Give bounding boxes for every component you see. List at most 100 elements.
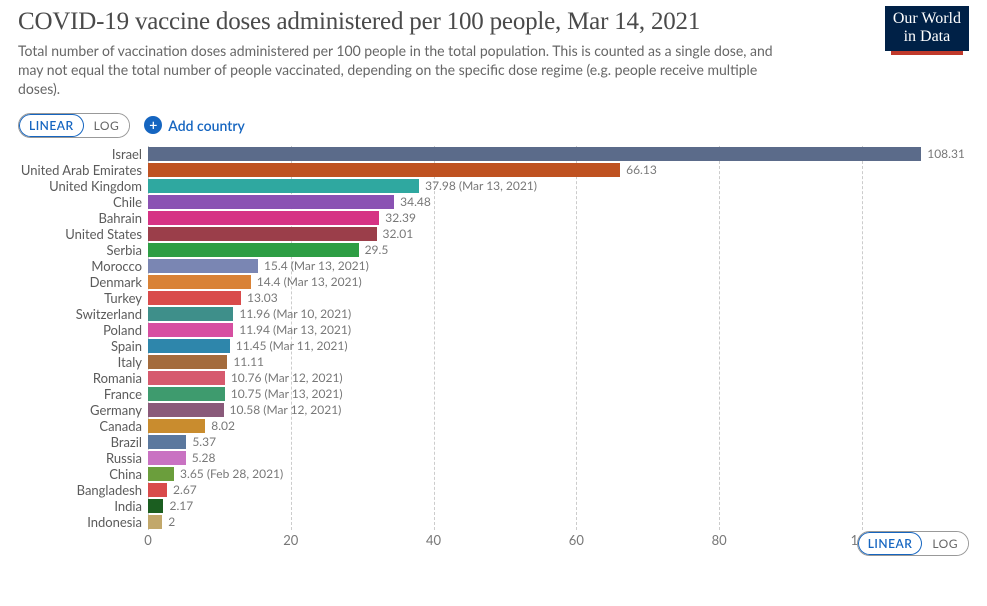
value-label: 3.65 (Feb 28, 2021) <box>174 466 283 482</box>
bar-track: 2.67 <box>148 482 969 498</box>
bar[interactable] <box>148 211 379 225</box>
bar[interactable] <box>148 323 233 337</box>
controls-row: LINEAR LOG + Add country <box>18 113 969 138</box>
bar-row: United States32.01 <box>18 226 969 242</box>
country-label: Chile <box>18 194 148 210</box>
logo-line2: in Data <box>893 28 961 46</box>
bar[interactable] <box>148 371 225 385</box>
x-axis: 020406080100 <box>18 530 969 554</box>
value-label: 10.76 (Mar 12, 2021) <box>225 370 343 386</box>
log-toggle-button-bottom[interactable]: LOG <box>922 532 968 555</box>
bar-track: 10.75 (Mar 13, 2021) <box>148 386 969 402</box>
bar-row: Poland11.94 (Mar 13, 2021) <box>18 322 969 338</box>
bar-track: 2.17 <box>148 498 969 514</box>
value-label: 108.31 <box>921 146 965 162</box>
bar[interactable] <box>148 355 227 369</box>
bar-track: 3.65 (Feb 28, 2021) <box>148 466 969 482</box>
country-label: Israel <box>18 146 148 162</box>
bar[interactable] <box>148 403 224 417</box>
bar[interactable] <box>148 179 419 193</box>
bar-row: Spain11.45 (Mar 11, 2021) <box>18 338 969 354</box>
bar-row: Israel 108.31 <box>18 146 969 162</box>
bar[interactable] <box>148 419 205 433</box>
bar-row: Germany10.58 (Mar 12, 2021) <box>18 402 969 418</box>
country-label: Spain <box>18 338 148 354</box>
value-label: 34.48 <box>394 194 431 210</box>
bar-track: 5.28 <box>148 450 969 466</box>
country-label: Bahrain <box>18 210 148 226</box>
bar[interactable] <box>148 195 394 209</box>
country-label: Brazil <box>18 434 148 450</box>
value-label: 5.28 <box>186 450 216 466</box>
value-label: 13.03 <box>241 290 278 306</box>
bar[interactable] <box>148 291 241 305</box>
bar-track: 29.5 <box>148 242 969 258</box>
value-label: 11.94 (Mar 13, 2021) <box>233 322 351 338</box>
value-label: 10.75 (Mar 13, 2021) <box>225 386 343 402</box>
bar[interactable] <box>148 307 233 321</box>
bar[interactable] <box>148 515 162 529</box>
bar-track: 11.45 (Mar 11, 2021) <box>148 338 969 354</box>
scale-toggle-top: LINEAR LOG <box>18 113 130 138</box>
bar-row: China 3.65 (Feb 28, 2021) <box>18 466 969 482</box>
bar[interactable] <box>148 451 186 465</box>
bar[interactable] <box>148 499 163 513</box>
country-label: Italy <box>18 354 148 370</box>
bar-row: Turkey 13.03 <box>18 290 969 306</box>
bar-track: 15.4 (Mar 13, 2021) <box>148 258 969 274</box>
owid-logo: Our World in Data <box>885 6 969 51</box>
bar-row: Indonesia2 <box>18 514 969 530</box>
bar[interactable] <box>148 163 620 177</box>
bar-row: Denmark14.4 (Mar 13, 2021) <box>18 274 969 290</box>
bar-track: 14.4 (Mar 13, 2021) <box>148 274 969 290</box>
bar-row: Romania10.76 (Mar 12, 2021) <box>18 370 969 386</box>
log-toggle-button[interactable]: LOG <box>84 114 130 137</box>
bar-row: Morocco15.4 (Mar 13, 2021) <box>18 258 969 274</box>
bar-row: Chile 34.48 <box>18 194 969 210</box>
bar[interactable] <box>148 243 359 257</box>
x-axis-ticks: 020406080100 <box>148 530 969 554</box>
bar-row: Bahrain32.39 <box>18 210 969 226</box>
value-label: 15.4 (Mar 13, 2021) <box>258 258 369 274</box>
x-tick: 0 <box>144 532 152 548</box>
value-label: 11.11 <box>227 354 264 370</box>
country-label: Indonesia <box>18 514 148 530</box>
bar[interactable] <box>148 227 377 241</box>
value-label: 37.98 (Mar 13, 2021) <box>419 178 537 194</box>
country-label: United Kingdom <box>18 178 148 194</box>
add-country-button[interactable]: + Add country <box>144 116 245 134</box>
bar-row: Russia5.28 <box>18 450 969 466</box>
value-label: 66.13 <box>620 162 657 178</box>
bar[interactable] <box>148 387 225 401</box>
bar[interactable] <box>148 147 921 161</box>
bar-track: 13.03 <box>148 290 969 306</box>
bar[interactable] <box>148 483 167 497</box>
linear-toggle-button-bottom[interactable]: LINEAR <box>858 532 923 555</box>
x-tick: 40 <box>426 532 441 548</box>
country-label: United Arab Emirates <box>18 162 148 178</box>
bar[interactable] <box>148 435 186 449</box>
country-label: France <box>18 386 148 402</box>
bar[interactable] <box>148 275 251 289</box>
bar-row: France 10.75 (Mar 13, 2021) <box>18 386 969 402</box>
logo-line1: Our World <box>893 10 961 28</box>
bar[interactable] <box>148 467 174 481</box>
bar-track: 5.37 <box>148 434 969 450</box>
bar-row: Canada8.02 <box>18 418 969 434</box>
bar-track: 32.39 <box>148 210 969 226</box>
bar[interactable] <box>148 259 258 273</box>
country-label: China <box>18 466 148 482</box>
bar-track: 11.94 (Mar 13, 2021) <box>148 322 969 338</box>
value-label: 2.17 <box>163 498 193 514</box>
bar-track: 108.31 <box>148 146 969 162</box>
bar-row: Brazil5.37 <box>18 434 969 450</box>
value-label: 10.58 (Mar 12, 2021) <box>224 402 342 418</box>
country-label: Turkey <box>18 290 148 306</box>
value-label: 8.02 <box>205 418 235 434</box>
x-tick: 20 <box>283 532 298 548</box>
bar-track: 2 <box>148 514 969 530</box>
bar-track: 11.96 (Mar 10, 2021) <box>148 306 969 322</box>
linear-toggle-button[interactable]: LINEAR <box>19 114 84 137</box>
bar[interactable] <box>148 339 230 353</box>
chart-area: Israel 108.31 United Arab Emirates 66.13 Uni… <box>18 146 969 554</box>
